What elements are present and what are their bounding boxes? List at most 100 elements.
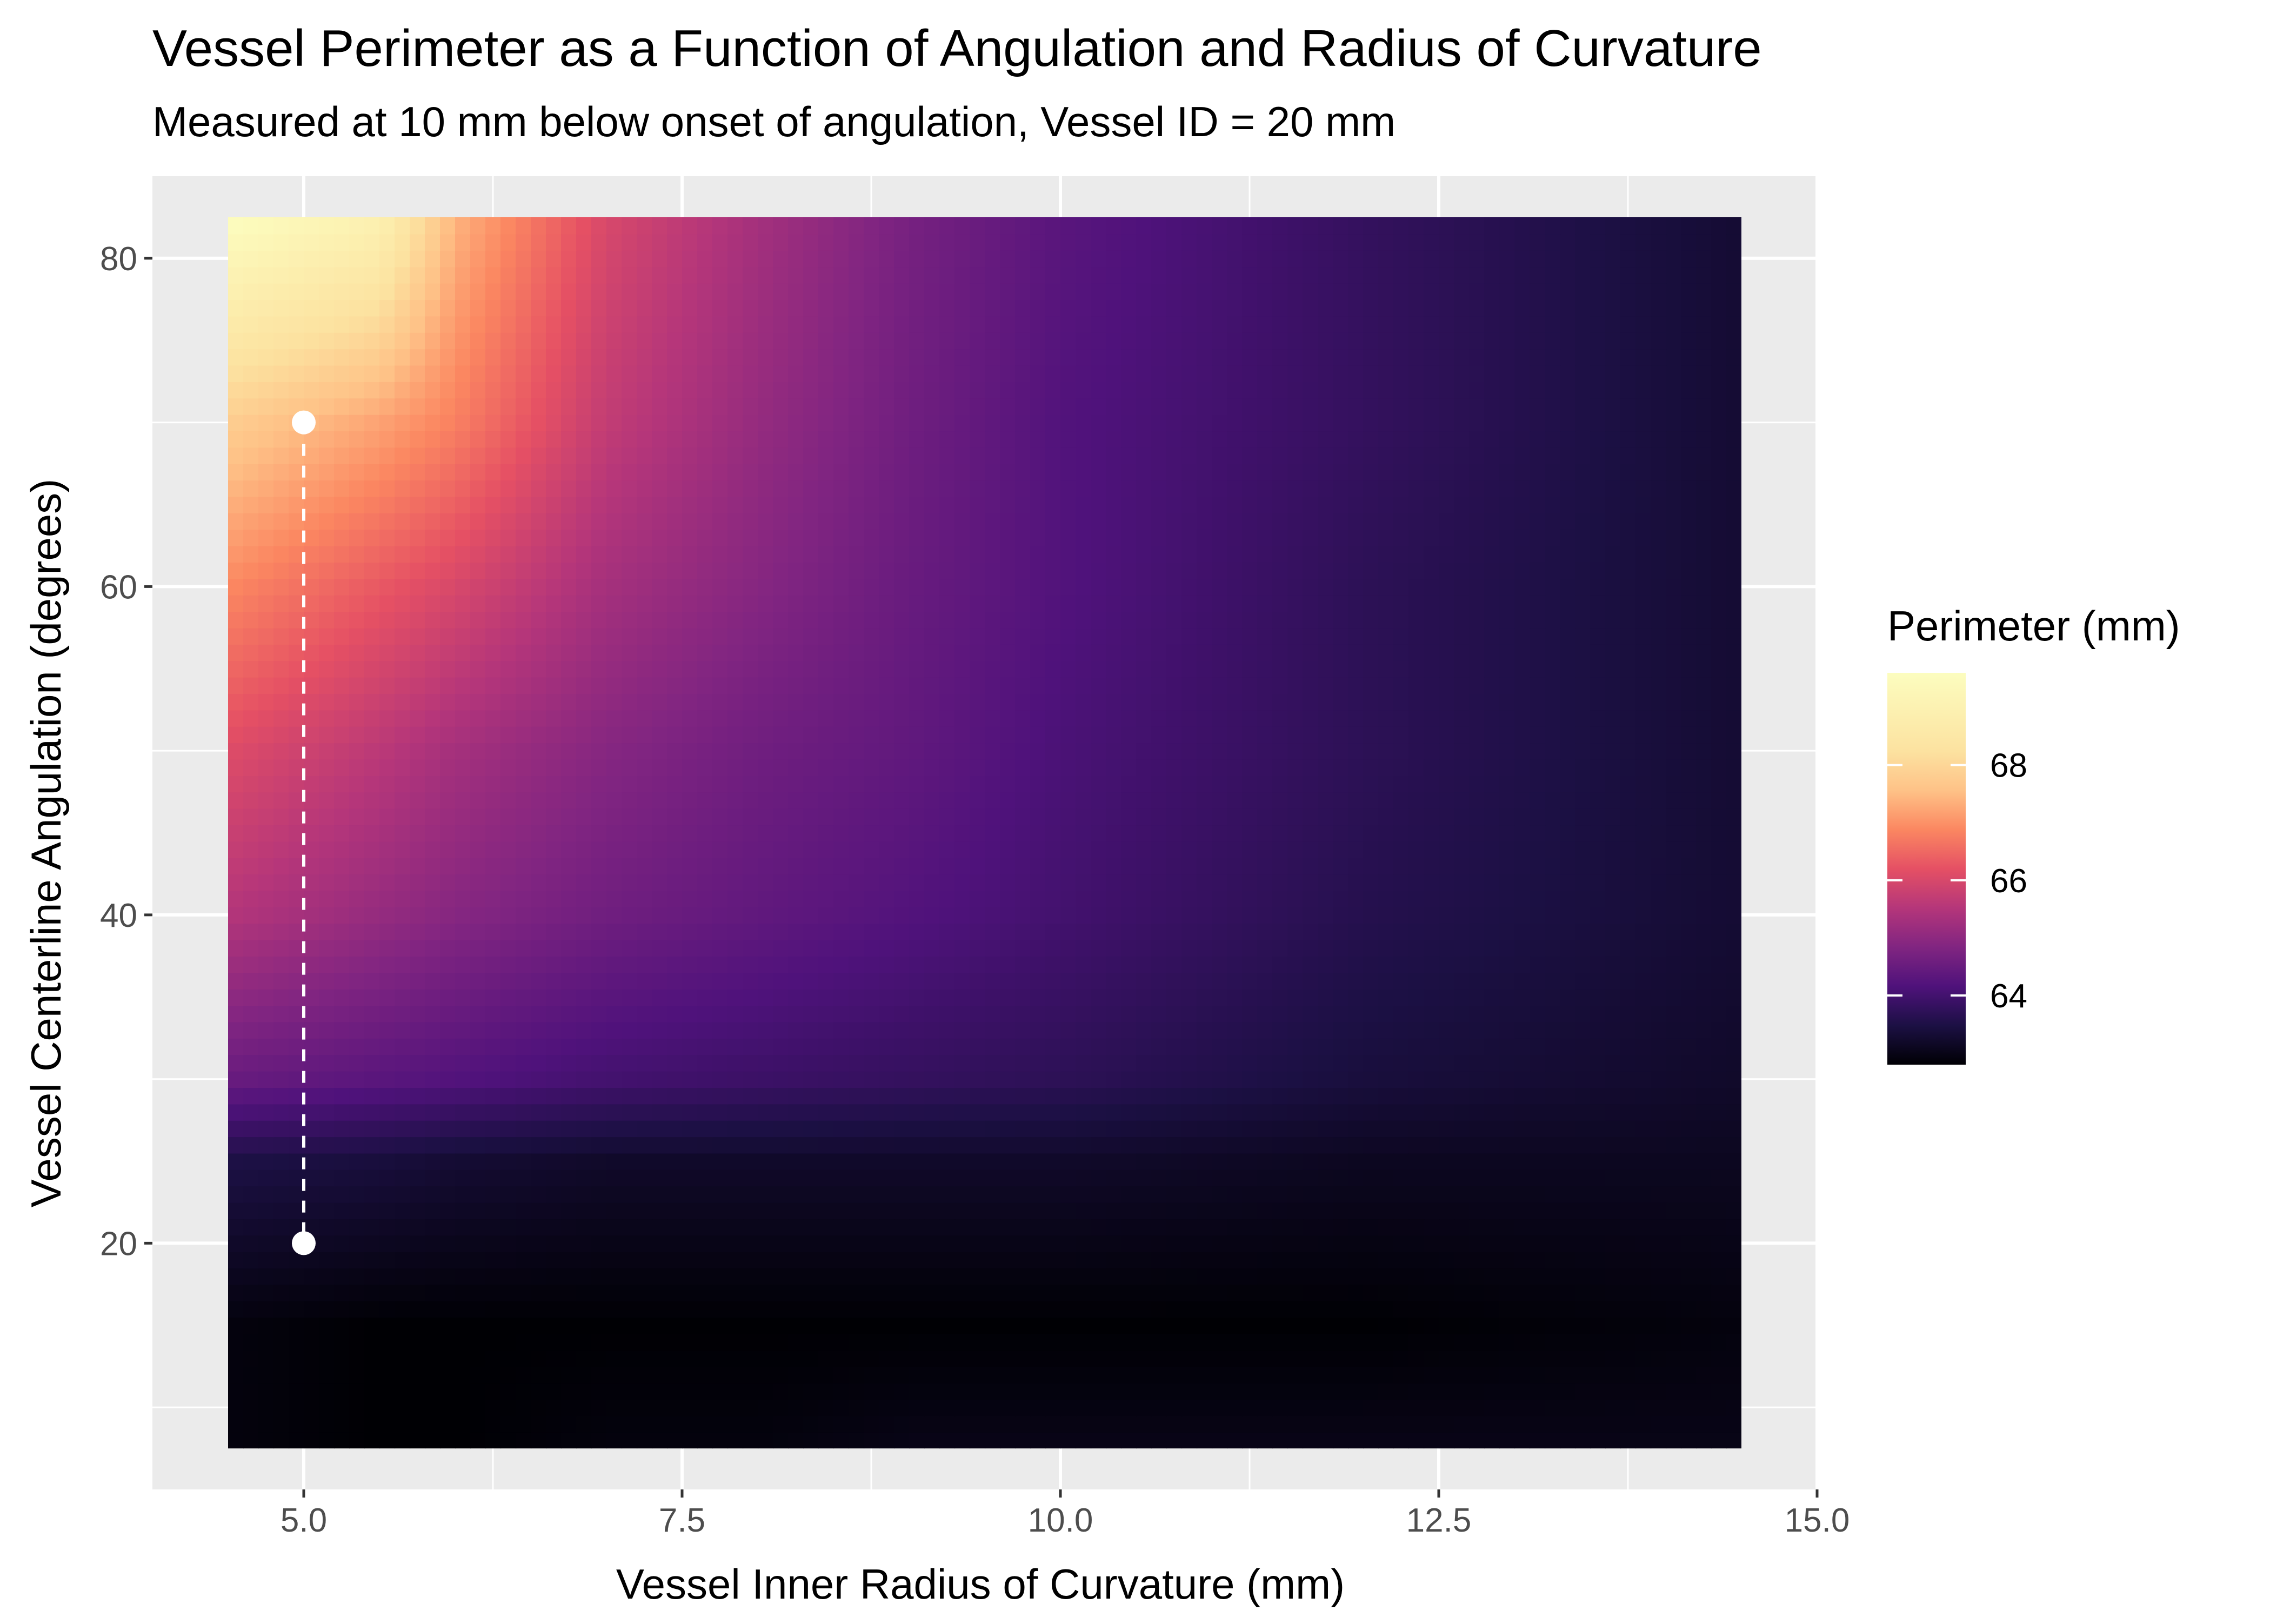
heatmap-tile	[304, 858, 319, 875]
heatmap-tile	[939, 759, 955, 776]
heatmap-tile	[591, 907, 607, 924]
heatmap-tile	[788, 1415, 804, 1433]
heatmap-tile	[546, 1268, 562, 1285]
heatmap-tile	[455, 923, 471, 940]
heatmap-tile	[1287, 710, 1303, 727]
heatmap-tile	[1363, 858, 1379, 875]
heatmap-tile	[1424, 1333, 1439, 1351]
heatmap-tile	[1439, 1350, 1454, 1367]
heatmap-tile	[712, 841, 728, 858]
heatmap-tile	[1348, 1366, 1364, 1384]
heatmap-tile	[1681, 743, 1697, 760]
heatmap-tile	[364, 1202, 380, 1219]
heatmap-tile	[773, 1186, 789, 1203]
heatmap-tile	[1303, 644, 1318, 661]
heatmap-tile	[970, 776, 985, 793]
heatmap-tile	[606, 776, 622, 793]
heatmap-tile	[803, 1317, 819, 1334]
heatmap-tile	[939, 972, 955, 990]
heatmap-tile	[1424, 808, 1439, 825]
heatmap-tile	[1181, 956, 1197, 973]
heatmap-tile	[1696, 1021, 1712, 1039]
heatmap-tile	[894, 858, 910, 875]
heatmap-tile	[243, 808, 259, 825]
heatmap-tile	[1015, 841, 1031, 858]
heatmap-tile	[606, 1071, 622, 1088]
heatmap-tile	[1514, 956, 1530, 973]
heatmap-tile	[1666, 1284, 1681, 1301]
heatmap-tile	[1257, 939, 1273, 957]
heatmap-tile	[243, 956, 259, 973]
heatmap-tile	[909, 1350, 925, 1367]
heatmap-tile	[1635, 972, 1651, 990]
heatmap-tile	[1197, 1399, 1212, 1416]
heatmap-tile	[410, 1284, 425, 1301]
heatmap-tile	[334, 1153, 350, 1170]
heatmap-tile	[788, 627, 804, 645]
heatmap-tile	[743, 1317, 758, 1334]
heatmap-tile	[243, 841, 259, 858]
heatmap-tile	[485, 939, 501, 957]
heatmap-tile	[1015, 1350, 1031, 1367]
heatmap-tile	[1424, 1202, 1439, 1219]
heatmap-tile	[1484, 1399, 1500, 1416]
heatmap-tile	[637, 677, 652, 694]
heatmap-tile	[909, 874, 925, 891]
heatmap-tile	[1227, 1284, 1243, 1301]
heatmap-tile	[440, 1104, 456, 1121]
heatmap-tile	[364, 726, 380, 744]
heatmap-tile	[1530, 1350, 1545, 1367]
heatmap-tile	[1045, 1153, 1061, 1170]
heatmap-tile	[379, 726, 395, 744]
heatmap-tile	[485, 1153, 501, 1170]
heatmap-tile	[485, 1087, 501, 1105]
heatmap-tile	[1166, 726, 1182, 744]
heatmap-tile	[1166, 1153, 1182, 1170]
heatmap-tile	[395, 1415, 410, 1433]
heatmap-tile	[440, 792, 456, 809]
heatmap-tile	[788, 710, 804, 727]
heatmap-tile	[1348, 890, 1364, 907]
heatmap-tile	[1106, 858, 1121, 875]
heatmap-tile	[1318, 1415, 1333, 1433]
heatmap-tile	[410, 1350, 425, 1367]
heatmap-tile	[1076, 1333, 1091, 1351]
heatmap-tile	[818, 1350, 834, 1367]
heatmap-tile	[1045, 1284, 1061, 1301]
heatmap-tile	[1575, 890, 1591, 907]
heatmap-tile	[1000, 1301, 1016, 1318]
heatmap-tile	[939, 1005, 955, 1022]
heatmap-tile	[1030, 1186, 1046, 1203]
heatmap-tile	[1575, 1021, 1591, 1039]
heatmap-tile	[622, 693, 637, 711]
heatmap-tile	[606, 1350, 622, 1367]
heatmap-tile	[1635, 1383, 1651, 1400]
heatmap-tile	[1106, 1186, 1121, 1203]
heatmap-tile	[395, 1153, 410, 1170]
heatmap-tile	[879, 825, 894, 842]
heatmap-tile	[349, 808, 365, 825]
heatmap-tile	[1363, 644, 1379, 661]
heatmap-tile	[1151, 660, 1167, 678]
heatmap-tile	[1318, 989, 1333, 1006]
heatmap-tile	[1530, 1432, 1545, 1449]
heatmap-tile	[364, 1366, 380, 1384]
heatmap-tile	[1045, 1268, 1061, 1285]
heatmap-tile	[954, 1153, 970, 1170]
heatmap-tile	[1469, 1202, 1485, 1219]
heatmap-tile	[1333, 1104, 1348, 1121]
heatmap-tile	[1378, 1415, 1394, 1433]
heatmap-tile	[864, 1120, 879, 1138]
heatmap-tile	[425, 1252, 440, 1269]
heatmap-tile	[1333, 972, 1348, 990]
heatmap-tile	[591, 644, 607, 661]
heatmap-tile	[727, 1333, 743, 1351]
heatmap-tile	[803, 1383, 819, 1400]
heatmap-tile	[758, 841, 773, 858]
heatmap-tile	[788, 956, 804, 973]
heatmap-tile	[1015, 956, 1031, 973]
heatmap-tile	[1545, 907, 1560, 924]
heatmap-tile	[273, 1087, 289, 1105]
heatmap-tile	[304, 743, 319, 760]
heatmap-tile	[379, 759, 395, 776]
